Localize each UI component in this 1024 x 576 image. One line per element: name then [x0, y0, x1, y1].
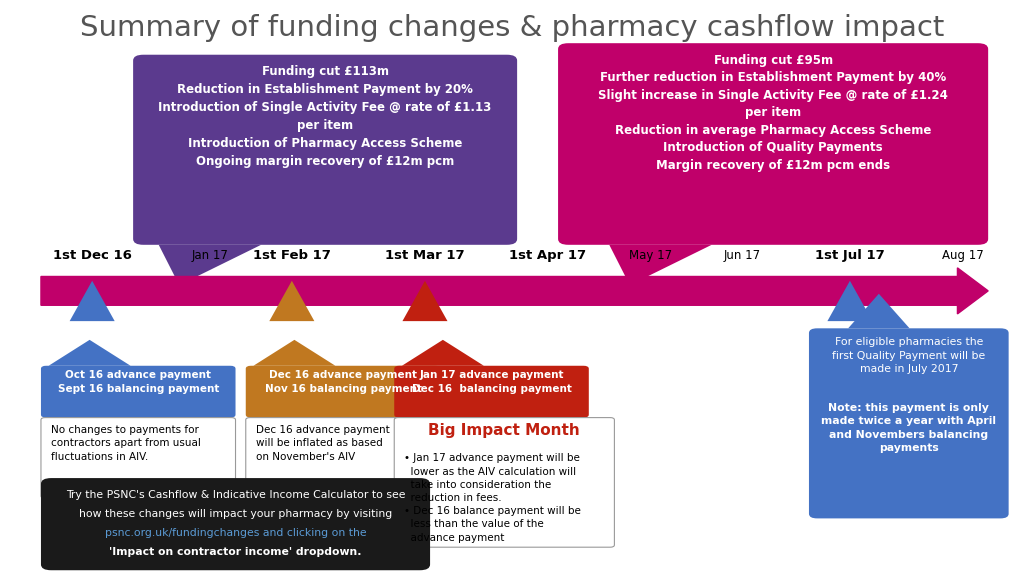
Polygon shape	[159, 245, 261, 285]
Text: Aug 17: Aug 17	[942, 249, 983, 262]
Text: Try the PSNC's Cashflow & Indicative Income Calculator to see: Try the PSNC's Cashflow & Indicative Inc…	[66, 490, 406, 499]
Text: Funding cut £95m
Further reduction in Establishment Payment by 40%
Slight increa: Funding cut £95m Further reduction in Es…	[598, 54, 948, 172]
Text: Jun 17: Jun 17	[724, 249, 761, 262]
Text: Oct 16 advance payment
Sept 16 balancing payment: Oct 16 advance payment Sept 16 balancing…	[57, 370, 219, 393]
FancyBboxPatch shape	[41, 366, 236, 418]
Text: Note: this payment is only
made twice a year with April
and Novembers balancing
: Note: this payment is only made twice a …	[821, 403, 996, 453]
Text: Summary of funding changes & pharmacy cashflow impact: Summary of funding changes & pharmacy ca…	[80, 14, 944, 43]
Polygon shape	[827, 281, 872, 321]
Text: May 17: May 17	[629, 249, 672, 262]
Polygon shape	[609, 245, 712, 285]
FancyBboxPatch shape	[809, 328, 1009, 518]
Text: 1st Feb 17: 1st Feb 17	[253, 249, 331, 262]
FancyBboxPatch shape	[394, 418, 614, 547]
Polygon shape	[402, 281, 447, 321]
Text: 1st Jul 17: 1st Jul 17	[815, 249, 885, 262]
Text: • Jan 17 advance payment will be
  lower as the AIV calculation will
  take into: • Jan 17 advance payment will be lower a…	[404, 453, 582, 543]
Text: For eligible pharmacies the
first Quality Payment will be
made in July 2017: For eligible pharmacies the first Qualit…	[833, 337, 985, 374]
Polygon shape	[48, 340, 131, 366]
FancyBboxPatch shape	[246, 366, 440, 418]
Text: 1st Mar 17: 1st Mar 17	[385, 249, 465, 262]
FancyBboxPatch shape	[558, 43, 988, 245]
Polygon shape	[269, 281, 314, 321]
Text: 'Impact on contractor income' dropdown.: 'Impact on contractor income' dropdown.	[110, 547, 361, 556]
Text: 1st Apr 17: 1st Apr 17	[509, 249, 587, 262]
Text: No changes to payments for
contractors apart from usual
fluctuations in AIV.: No changes to payments for contractors a…	[51, 425, 201, 462]
Text: Jan 17 advance payment
Dec 16  balancing payment: Jan 17 advance payment Dec 16 balancing …	[412, 370, 571, 393]
Text: 1st Dec 16: 1st Dec 16	[52, 249, 132, 262]
FancyBboxPatch shape	[394, 366, 589, 418]
Polygon shape	[70, 281, 115, 321]
Text: Big Impact Month: Big Impact Month	[428, 423, 581, 438]
FancyArrow shape	[41, 268, 988, 314]
FancyBboxPatch shape	[41, 418, 236, 498]
FancyBboxPatch shape	[246, 418, 440, 498]
Polygon shape	[401, 340, 483, 366]
Polygon shape	[848, 294, 909, 328]
Text: Funding cut £113m
Reduction in Establishment Payment by 20%
Introduction of Sing: Funding cut £113m Reduction in Establish…	[159, 65, 492, 168]
FancyBboxPatch shape	[41, 478, 430, 570]
Text: Dec 16 advance payment
Nov 16 balancing payment: Dec 16 advance payment Nov 16 balancing …	[264, 370, 422, 393]
Polygon shape	[253, 340, 335, 366]
Text: how these changes will impact your pharmacy by visiting: how these changes will impact your pharm…	[79, 509, 392, 518]
Text: psnc.org.uk/fundingchanges and clicking on the: psnc.org.uk/fundingchanges and clicking …	[104, 528, 367, 537]
FancyBboxPatch shape	[133, 55, 517, 245]
Text: Jan 17: Jan 17	[191, 249, 228, 262]
Text: Dec 16 advance payment
will be inflated as based
on November's AIV: Dec 16 advance payment will be inflated …	[256, 425, 390, 462]
